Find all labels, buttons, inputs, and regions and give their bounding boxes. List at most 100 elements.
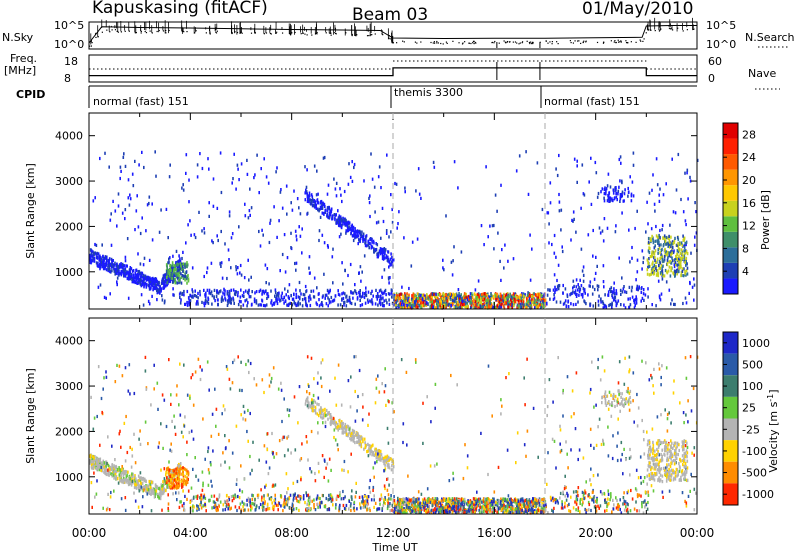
data-cell <box>582 192 585 196</box>
data-cell <box>501 295 504 299</box>
data-cell <box>364 236 367 240</box>
data-cell <box>168 271 171 275</box>
data-cell <box>662 193 665 197</box>
data-cell <box>173 273 176 277</box>
data-cell <box>248 278 250 282</box>
data-cell <box>148 195 151 199</box>
data-cell <box>188 296 190 300</box>
data-cell <box>412 294 415 298</box>
data-cell <box>295 261 298 265</box>
data-cell <box>475 298 478 302</box>
data-cell <box>412 306 415 310</box>
power-colorbar-frame <box>722 122 739 295</box>
data-cell <box>255 301 258 305</box>
data-cell <box>618 256 620 260</box>
data-cell <box>186 261 188 265</box>
data-cell <box>651 270 654 274</box>
data-cell <box>570 238 572 242</box>
data-cell <box>421 298 424 302</box>
data-cell <box>291 297 294 301</box>
data-cell <box>99 254 101 258</box>
data-cell <box>159 497 162 501</box>
data-cell <box>312 403 314 407</box>
data-cell <box>684 171 686 175</box>
data-cell <box>307 406 310 410</box>
data-cell <box>343 222 346 226</box>
data-cell <box>511 302 513 307</box>
data-cell <box>328 212 331 216</box>
n-search-point <box>596 41 599 44</box>
data-cell <box>683 267 685 271</box>
data-cell <box>335 221 337 225</box>
data-cell <box>134 482 136 486</box>
data-cell <box>131 280 134 284</box>
n-search-point <box>582 41 584 44</box>
data-cell <box>309 303 312 308</box>
data-cell <box>125 264 127 268</box>
data-cell <box>529 278 532 282</box>
data-cell <box>681 269 684 273</box>
data-cell <box>356 231 358 235</box>
power-cells <box>89 150 699 310</box>
data-cell <box>480 224 483 228</box>
data-cell <box>161 485 163 489</box>
data-cell <box>621 194 623 198</box>
data-cell <box>232 177 234 181</box>
data-cell <box>345 304 348 308</box>
data-cell <box>176 476 179 480</box>
data-cell <box>490 305 492 309</box>
data-cell <box>160 483 163 487</box>
data-cell <box>390 260 393 264</box>
data-cell <box>331 255 334 259</box>
data-cell <box>157 283 160 287</box>
data-cell <box>264 304 267 308</box>
data-cell <box>657 241 659 245</box>
data-cell <box>640 299 642 303</box>
data-cell <box>525 299 528 303</box>
data-cell <box>401 293 404 297</box>
data-cell <box>380 236 382 240</box>
data-cell <box>381 456 384 461</box>
n-search-point <box>420 41 422 43</box>
data-cell <box>415 189 417 193</box>
data-cell <box>240 162 243 166</box>
data-cell <box>97 252 100 256</box>
data-cell <box>109 467 111 471</box>
data-cell <box>290 246 292 250</box>
data-cell <box>387 276 390 280</box>
data-cell <box>522 292 525 296</box>
data-cell <box>203 304 206 308</box>
data-cell <box>151 294 153 298</box>
data-cell <box>205 298 207 302</box>
data-cell <box>377 303 379 307</box>
data-cell <box>476 300 478 304</box>
data-cell <box>371 298 373 302</box>
data-cell <box>391 263 394 267</box>
data-cell <box>260 167 262 171</box>
data-cell <box>538 298 540 302</box>
data-cell <box>383 291 385 295</box>
data-cell <box>115 267 118 271</box>
data-cell <box>447 293 450 297</box>
data-cell <box>90 254 93 258</box>
data-cell <box>102 255 104 259</box>
data-cell <box>121 264 123 268</box>
data-cell <box>554 285 556 289</box>
data-cell <box>152 283 154 287</box>
data-cell <box>190 233 192 237</box>
data-cell <box>648 273 651 277</box>
data-cell <box>632 151 635 155</box>
data-cell <box>148 302 151 306</box>
data-cell <box>183 293 185 297</box>
n-search-point <box>642 40 644 43</box>
data-cell <box>523 295 526 299</box>
data-cell <box>664 249 666 253</box>
data-cell <box>534 298 536 302</box>
data-cell <box>661 257 664 261</box>
n-search-point <box>528 41 531 44</box>
data-cell <box>148 479 151 484</box>
data-cell <box>375 221 378 225</box>
noise-frame <box>88 21 698 50</box>
data-cell <box>338 216 341 220</box>
